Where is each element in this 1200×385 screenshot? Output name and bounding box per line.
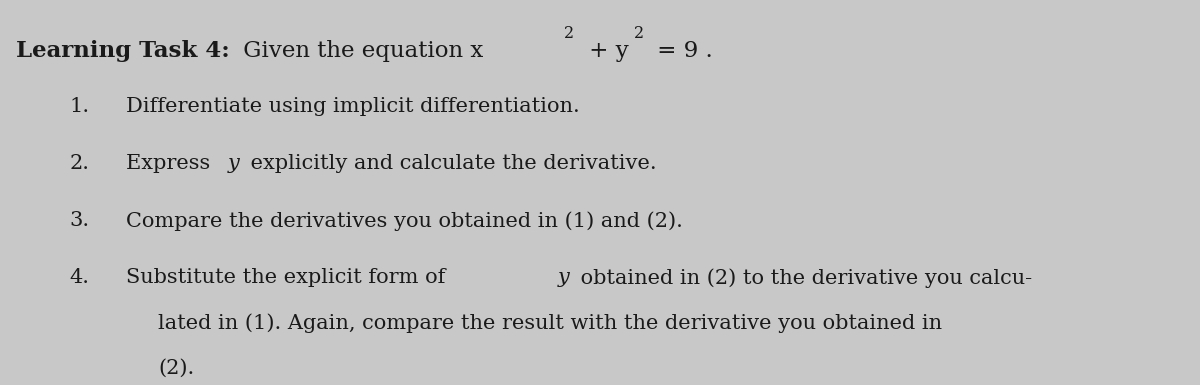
Text: + y: + y bbox=[582, 40, 629, 62]
Text: lated in (1). Again, compare the result with the derivative you obtained in: lated in (1). Again, compare the result … bbox=[158, 314, 942, 333]
Text: 2: 2 bbox=[634, 25, 643, 42]
Text: 2: 2 bbox=[564, 25, 574, 42]
Text: Express: Express bbox=[126, 154, 217, 173]
Text: 3.: 3. bbox=[70, 211, 90, 230]
Text: 4.: 4. bbox=[70, 268, 90, 287]
Text: Compare the derivatives you obtained in (1) and (2).: Compare the derivatives you obtained in … bbox=[126, 211, 683, 231]
Text: Given the equation x: Given the equation x bbox=[236, 40, 484, 62]
Text: Substitute the explicit form of: Substitute the explicit form of bbox=[126, 268, 452, 287]
Text: y: y bbox=[558, 268, 570, 287]
Text: Differentiate using implicit differentiation.: Differentiate using implicit differentia… bbox=[126, 97, 580, 116]
Text: obtained in (2) to the derivative you calcu-: obtained in (2) to the derivative you ca… bbox=[574, 268, 1032, 288]
Text: = 9 .: = 9 . bbox=[650, 40, 713, 62]
Text: y: y bbox=[228, 154, 240, 173]
Text: explicitly and calculate the derivative.: explicitly and calculate the derivative. bbox=[244, 154, 656, 173]
Text: 1.: 1. bbox=[70, 97, 90, 116]
Text: Learning Task 4:: Learning Task 4: bbox=[16, 40, 229, 62]
Text: 2.: 2. bbox=[70, 154, 90, 173]
Text: (2).: (2). bbox=[158, 359, 194, 378]
